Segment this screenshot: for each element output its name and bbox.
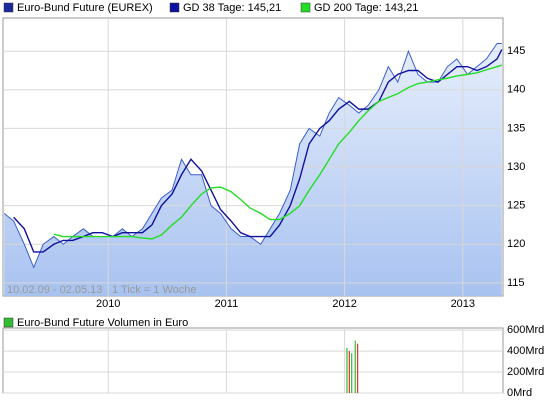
chart-title: Euro-Bund Future Volumen in Euro xyxy=(17,317,188,329)
series-line xyxy=(13,49,503,253)
bar xyxy=(357,343,359,393)
legend-swatch xyxy=(169,2,180,13)
x-tick-label: 2010 xyxy=(96,298,120,310)
y-tick-label: 120 xyxy=(507,238,525,250)
annotation: 1 Tick = 1 Woche xyxy=(112,284,196,296)
legend-label: GD 38 Tage: 145,21 xyxy=(183,2,281,14)
y-tick-label: 140 xyxy=(507,84,525,96)
x-tick-label: 2013 xyxy=(451,298,475,310)
bar xyxy=(348,351,350,393)
annotation: 10.02.09 - 02.05.13 xyxy=(7,284,102,296)
x-tick-label: 2011 xyxy=(215,298,239,310)
price-area xyxy=(4,43,502,296)
y-tick-label: 115 xyxy=(507,277,525,289)
legend-label: Euro-Bund Future (EUREX) xyxy=(17,2,153,14)
y-tick-label: 135 xyxy=(507,122,525,134)
series-line xyxy=(53,64,503,240)
bar xyxy=(346,347,348,393)
y-tick-label: 130 xyxy=(507,161,525,173)
y-tick-label: 400Mrd xyxy=(507,345,544,357)
legend-swatch xyxy=(3,317,14,328)
y-tick-label: 145 xyxy=(507,45,525,57)
y-tick-label: 125 xyxy=(507,200,525,212)
plot-area xyxy=(2,327,504,394)
bar xyxy=(354,340,356,393)
x-tick-label: 2012 xyxy=(332,298,356,310)
series-line xyxy=(3,42,502,269)
legend-label: GD 200 Tage: 143,21 xyxy=(314,2,418,14)
bar xyxy=(351,353,353,393)
y-tick-label: 0Mrd xyxy=(507,387,532,399)
y-tick-label: 200Mrd xyxy=(507,366,544,378)
y-tick-label: 600Mrd xyxy=(507,324,544,336)
legend-swatch xyxy=(3,2,14,13)
legend-swatch xyxy=(300,2,311,13)
